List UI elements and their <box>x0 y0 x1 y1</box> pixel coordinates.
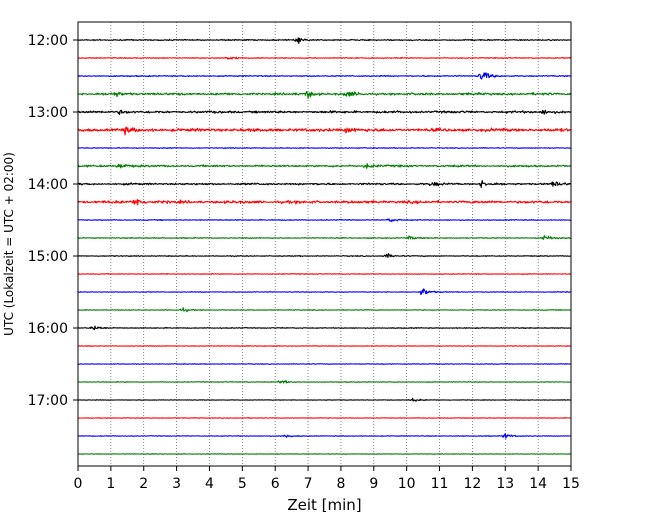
x-tick-label-3: 3 <box>172 476 181 492</box>
x-tick-label-15: 15 <box>562 476 580 492</box>
trace-1400 <box>77 179 572 189</box>
trace-1200 <box>77 37 572 44</box>
y-tick-label-1500: 15:00 <box>28 249 68 265</box>
y-tick-label-1300: 13:00 <box>28 105 68 121</box>
y-tick-label-1400: 14:00 <box>28 177 68 193</box>
x-tick-label-14: 14 <box>529 476 547 492</box>
x-tick-label-13: 13 <box>496 476 514 492</box>
trace-1430 <box>77 218 572 223</box>
y-tick-label-1600: 16:00 <box>28 321 68 337</box>
x-tick-label-6: 6 <box>271 476 280 492</box>
trace-1615 <box>77 345 572 347</box>
trace-1515 <box>77 272 572 276</box>
trace-1215 <box>77 56 572 60</box>
trace-1500 <box>77 253 572 258</box>
trace-1315 <box>77 126 572 136</box>
x-tick-label-7: 7 <box>304 476 313 492</box>
x-tick-label-4: 4 <box>205 476 214 492</box>
trace-1415 <box>77 198 572 206</box>
x-tick-label-2: 2 <box>139 476 148 492</box>
trace-1630 <box>77 363 572 365</box>
trace-1300 <box>77 109 572 115</box>
x-tick-label-8: 8 <box>336 476 345 492</box>
trace-1600 <box>77 325 572 331</box>
trace-1645 <box>77 380 572 384</box>
plot-frame <box>77 21 572 467</box>
x-axis-label: Zeit [min] <box>287 496 361 514</box>
y-axis-label: UTC (Lokalzeit = UTC + 02:00) <box>2 152 16 336</box>
trace-1530 <box>77 288 572 296</box>
x-tick-label-1: 1 <box>106 476 115 492</box>
x-tick-label-11: 11 <box>431 476 449 492</box>
trace-1700 <box>77 397 572 402</box>
trace-1345 <box>77 163 572 169</box>
x-axis-ticks: 0 1 2 3 4 5 6 7 8 9 10 11 12 13 14 15 <box>74 466 580 492</box>
x-tick-label-0: 0 <box>74 476 83 492</box>
trace-1715 <box>77 417 572 419</box>
seismic-traces <box>77 37 572 455</box>
vertical-gridlines <box>110 22 539 466</box>
trace-1745 <box>77 453 572 455</box>
trace-1245 <box>77 90 572 99</box>
y-tick-label-1200: 12:00 <box>28 33 68 49</box>
y-tick-label-1700: 17:00 <box>28 393 68 409</box>
trace-1730 <box>77 433 572 439</box>
x-tick-label-5: 5 <box>238 476 247 492</box>
trace-1230 <box>77 72 572 80</box>
trace-1330 <box>77 146 572 150</box>
trace-1445 <box>77 235 572 240</box>
trace-1545 <box>77 307 572 313</box>
x-tick-label-12: 12 <box>463 476 481 492</box>
x-tick-label-10: 10 <box>398 476 416 492</box>
y-axis-ticks: 12:00 13:00 14:00 15:00 16:00 17:00 <box>28 33 78 409</box>
x-tick-label-9: 9 <box>369 476 378 492</box>
